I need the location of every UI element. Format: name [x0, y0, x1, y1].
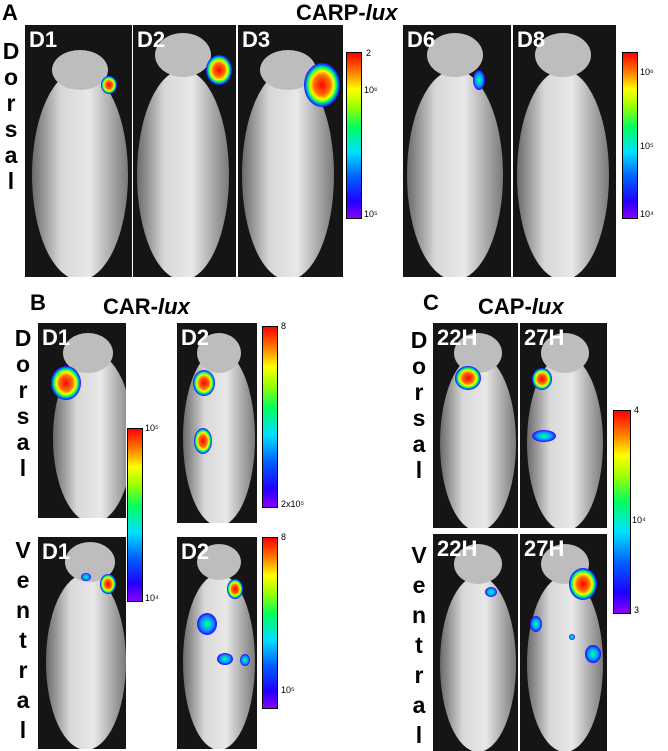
mouse-image-b-dorsal-d2: D2 — [177, 323, 257, 523]
panel-a-letter: A — [2, 0, 18, 25]
day-label: D1 — [42, 325, 71, 350]
mouse-image-a-d8: D8 — [513, 25, 616, 277]
mouse-image-b-dorsal-d1: D1 — [38, 323, 126, 518]
colorbar-b3-top-tick: 8 — [281, 532, 287, 542]
signal-spot — [193, 370, 215, 396]
colorbar-c-top-tick: 4 — [634, 405, 640, 415]
day-label: D2 — [137, 27, 166, 52]
colorbar-a1-top-tick: 2 — [366, 48, 372, 58]
mouse-image-b-ventral-d1: D1 — [38, 537, 126, 749]
signal-spot — [530, 616, 542, 632]
signal-spot — [81, 573, 91, 581]
colorbar-b1 — [127, 428, 143, 602]
signal-spot — [101, 76, 117, 94]
colorbar-b2 — [262, 326, 278, 508]
signal-spot — [227, 579, 243, 599]
day-label: D3 — [242, 27, 271, 52]
colorbar-c-bottom-tick: 3 — [634, 605, 640, 615]
signal-spot — [304, 63, 340, 107]
colorbar-a1-bottom-tick: 10⁵ — [364, 209, 378, 219]
mouse-image-a-d2: D2 — [133, 25, 236, 277]
signal-spot — [532, 430, 556, 442]
colorbar-c — [613, 410, 631, 614]
colorbar-b1-bottom-tick: 10⁴ — [145, 593, 159, 603]
colorbar-a2-top-tick: 10⁶ — [640, 67, 654, 77]
day-label: D8 — [517, 27, 546, 52]
colorbar-a1-mid-tick: 10⁶ — [364, 85, 378, 95]
day-label: 22H — [437, 325, 478, 350]
mouse-image-c-dorsal-27h: 27H — [520, 323, 607, 528]
colorbar-b2-bottom-tick: 2x10⁵ — [281, 499, 305, 509]
panel-b-letter: B — [30, 290, 46, 315]
signal-spot — [473, 70, 485, 90]
day-label: D1 — [42, 539, 71, 564]
day-label: D2 — [181, 539, 210, 564]
colorbar-b3 — [262, 537, 278, 709]
colorbar-a2-bottom-tick: 10⁴ — [640, 209, 654, 219]
signal-spot — [51, 366, 81, 400]
signal-spot — [532, 368, 552, 390]
signal-spot — [217, 653, 233, 665]
signal-spot — [206, 55, 232, 85]
colorbar-b3-bottom-tick: 10⁵ — [281, 685, 295, 695]
mouse-image-a-d1: D1 — [25, 25, 132, 277]
day-label: 22H — [437, 536, 478, 561]
colorbar-a1 — [346, 52, 362, 219]
mouse-image-c-dorsal-22h: 22H — [433, 323, 518, 528]
signal-spot — [569, 634, 575, 640]
mouse-image-a-d6: D6 — [403, 25, 511, 277]
panel-c-letter: C — [423, 290, 439, 315]
day-label: 27H — [524, 536, 565, 561]
colorbar-b1-top-tick: 10⁵ — [145, 423, 159, 433]
colorbar-b2-top-tick: 8 — [281, 321, 287, 331]
signal-spot — [485, 587, 497, 597]
panel-a-title: CARP-lux — [296, 0, 398, 25]
mouse-image-c-ventral-27h: 27H — [520, 534, 607, 751]
panel-b-title: CAR-lux — [103, 294, 190, 319]
day-label: D2 — [181, 325, 210, 350]
mouse-image-a-d3: D3 — [238, 25, 343, 277]
signal-spot — [240, 654, 250, 666]
colorbar-c-mid-tick: 10⁴ — [632, 515, 646, 525]
signal-spot — [455, 366, 481, 390]
day-label: D1 — [29, 27, 58, 52]
panel-c-title: CAP-lux — [478, 294, 564, 319]
signal-spot — [585, 645, 601, 663]
day-label: 27H — [524, 325, 565, 350]
colorbar-a2 — [622, 52, 638, 219]
signal-spot — [194, 428, 212, 454]
mouse-image-b-ventral-d2: D2 — [177, 537, 257, 749]
signal-spot — [197, 613, 217, 635]
signal-spot — [100, 574, 116, 594]
mouse-image-c-ventral-22h: 22H — [433, 534, 518, 751]
day-label: D6 — [407, 27, 436, 52]
colorbar-a2-mid-tick: 10⁵ — [640, 141, 654, 151]
signal-spot — [569, 568, 597, 600]
